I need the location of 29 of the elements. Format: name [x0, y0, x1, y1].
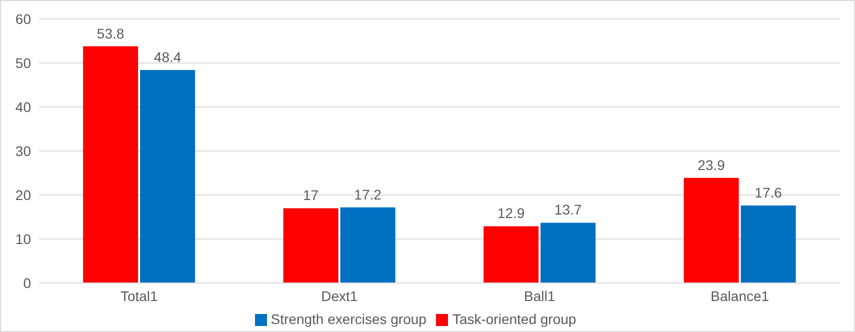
y-tick-label: 30 [15, 142, 32, 159]
bar [140, 70, 196, 283]
data-label: 12.9 [497, 205, 525, 222]
data-label: 53.8 [96, 25, 124, 42]
x-tick-label: Total1 [120, 288, 158, 304]
data-label: 23.9 [698, 156, 726, 173]
bar [340, 207, 396, 283]
bar [684, 178, 739, 283]
legend-label: Strength exercises group [270, 311, 426, 327]
y-tick-label: 60 [15, 10, 32, 27]
y-tick-label: 40 [15, 98, 32, 115]
y-tick-label: 0 [23, 274, 32, 291]
data-label: 17.2 [354, 186, 382, 202]
x-tick-label: Ball1 [524, 288, 556, 304]
x-tick-label: Balance1 [710, 288, 770, 304]
data-label: 13.7 [554, 202, 582, 218]
bar [740, 206, 796, 283]
bar [83, 46, 138, 283]
bar [540, 222, 596, 283]
y-tick-label: 10 [15, 230, 32, 247]
x-tick-label: Dext1 [321, 288, 358, 304]
y-tick-label: 50 [15, 54, 32, 71]
bar [283, 208, 338, 283]
legend-label: Task-oriented group [452, 311, 576, 327]
data-label: 17 [303, 187, 319, 204]
data-label: 48.4 [154, 49, 182, 66]
y-tick-label: 20 [15, 186, 32, 203]
bar [484, 226, 539, 283]
data-label: 17.6 [754, 184, 782, 201]
